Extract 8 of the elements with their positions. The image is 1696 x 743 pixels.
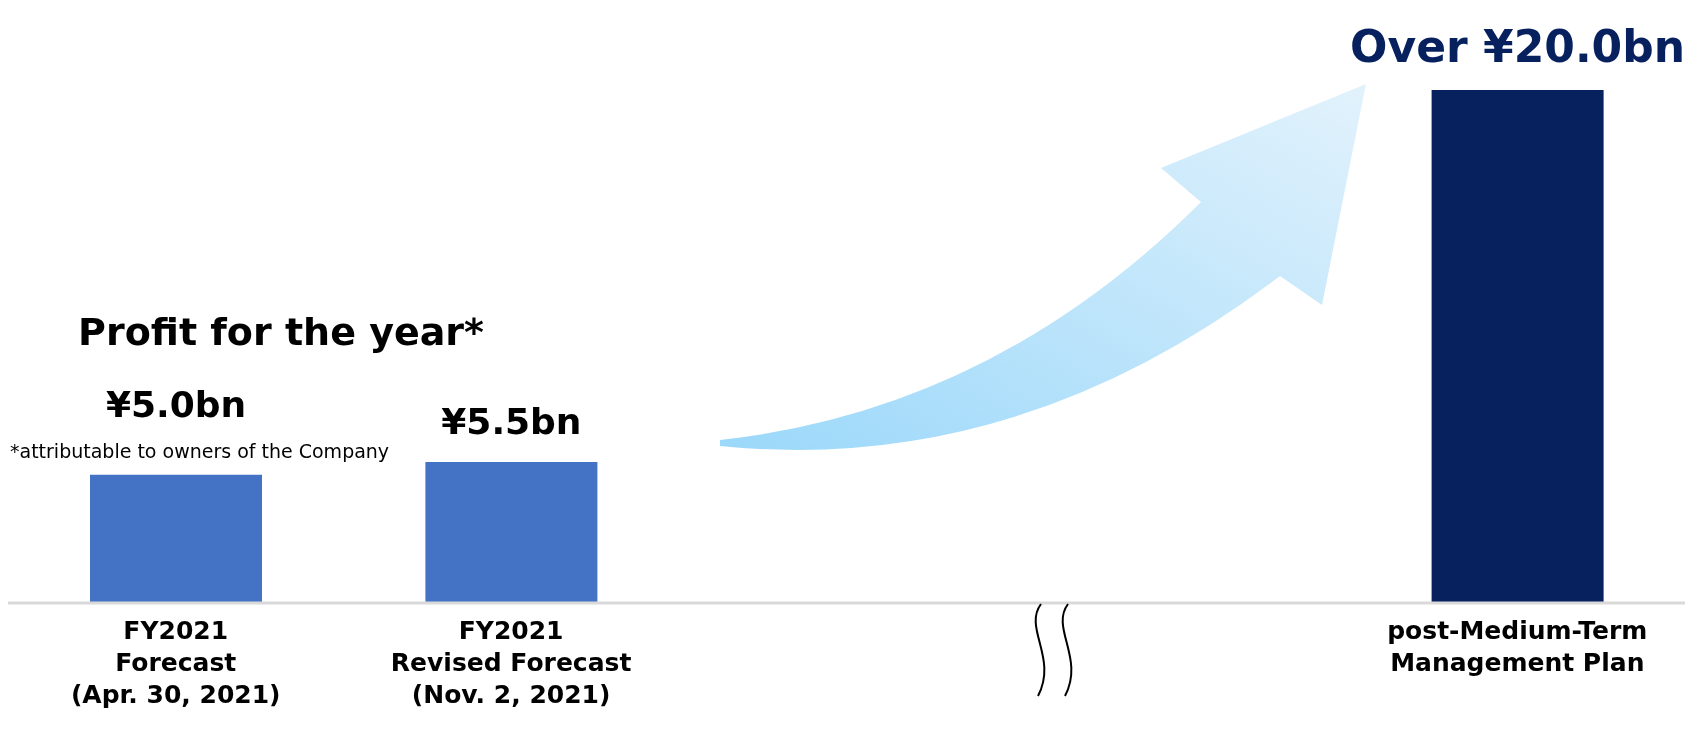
x-tick-label: FY2021 Forecast (Apr. 30, 2021): [70, 616, 281, 709]
x-tick-label: FY2021 Revised Forecast (Nov. 2, 2021): [390, 616, 632, 709]
text: Profit for the year*: [77, 310, 485, 354]
annotation: *attributable to owners of the Company: [10, 440, 391, 462]
data-label: ¥5.0bn: [105, 383, 247, 425]
x-tick-label: post-Medium-Term Management Plan: [1387, 616, 1648, 677]
data-label: Over ¥20.0bn: [1350, 21, 1686, 72]
data-label: ¥5.5bn: [441, 400, 582, 442]
